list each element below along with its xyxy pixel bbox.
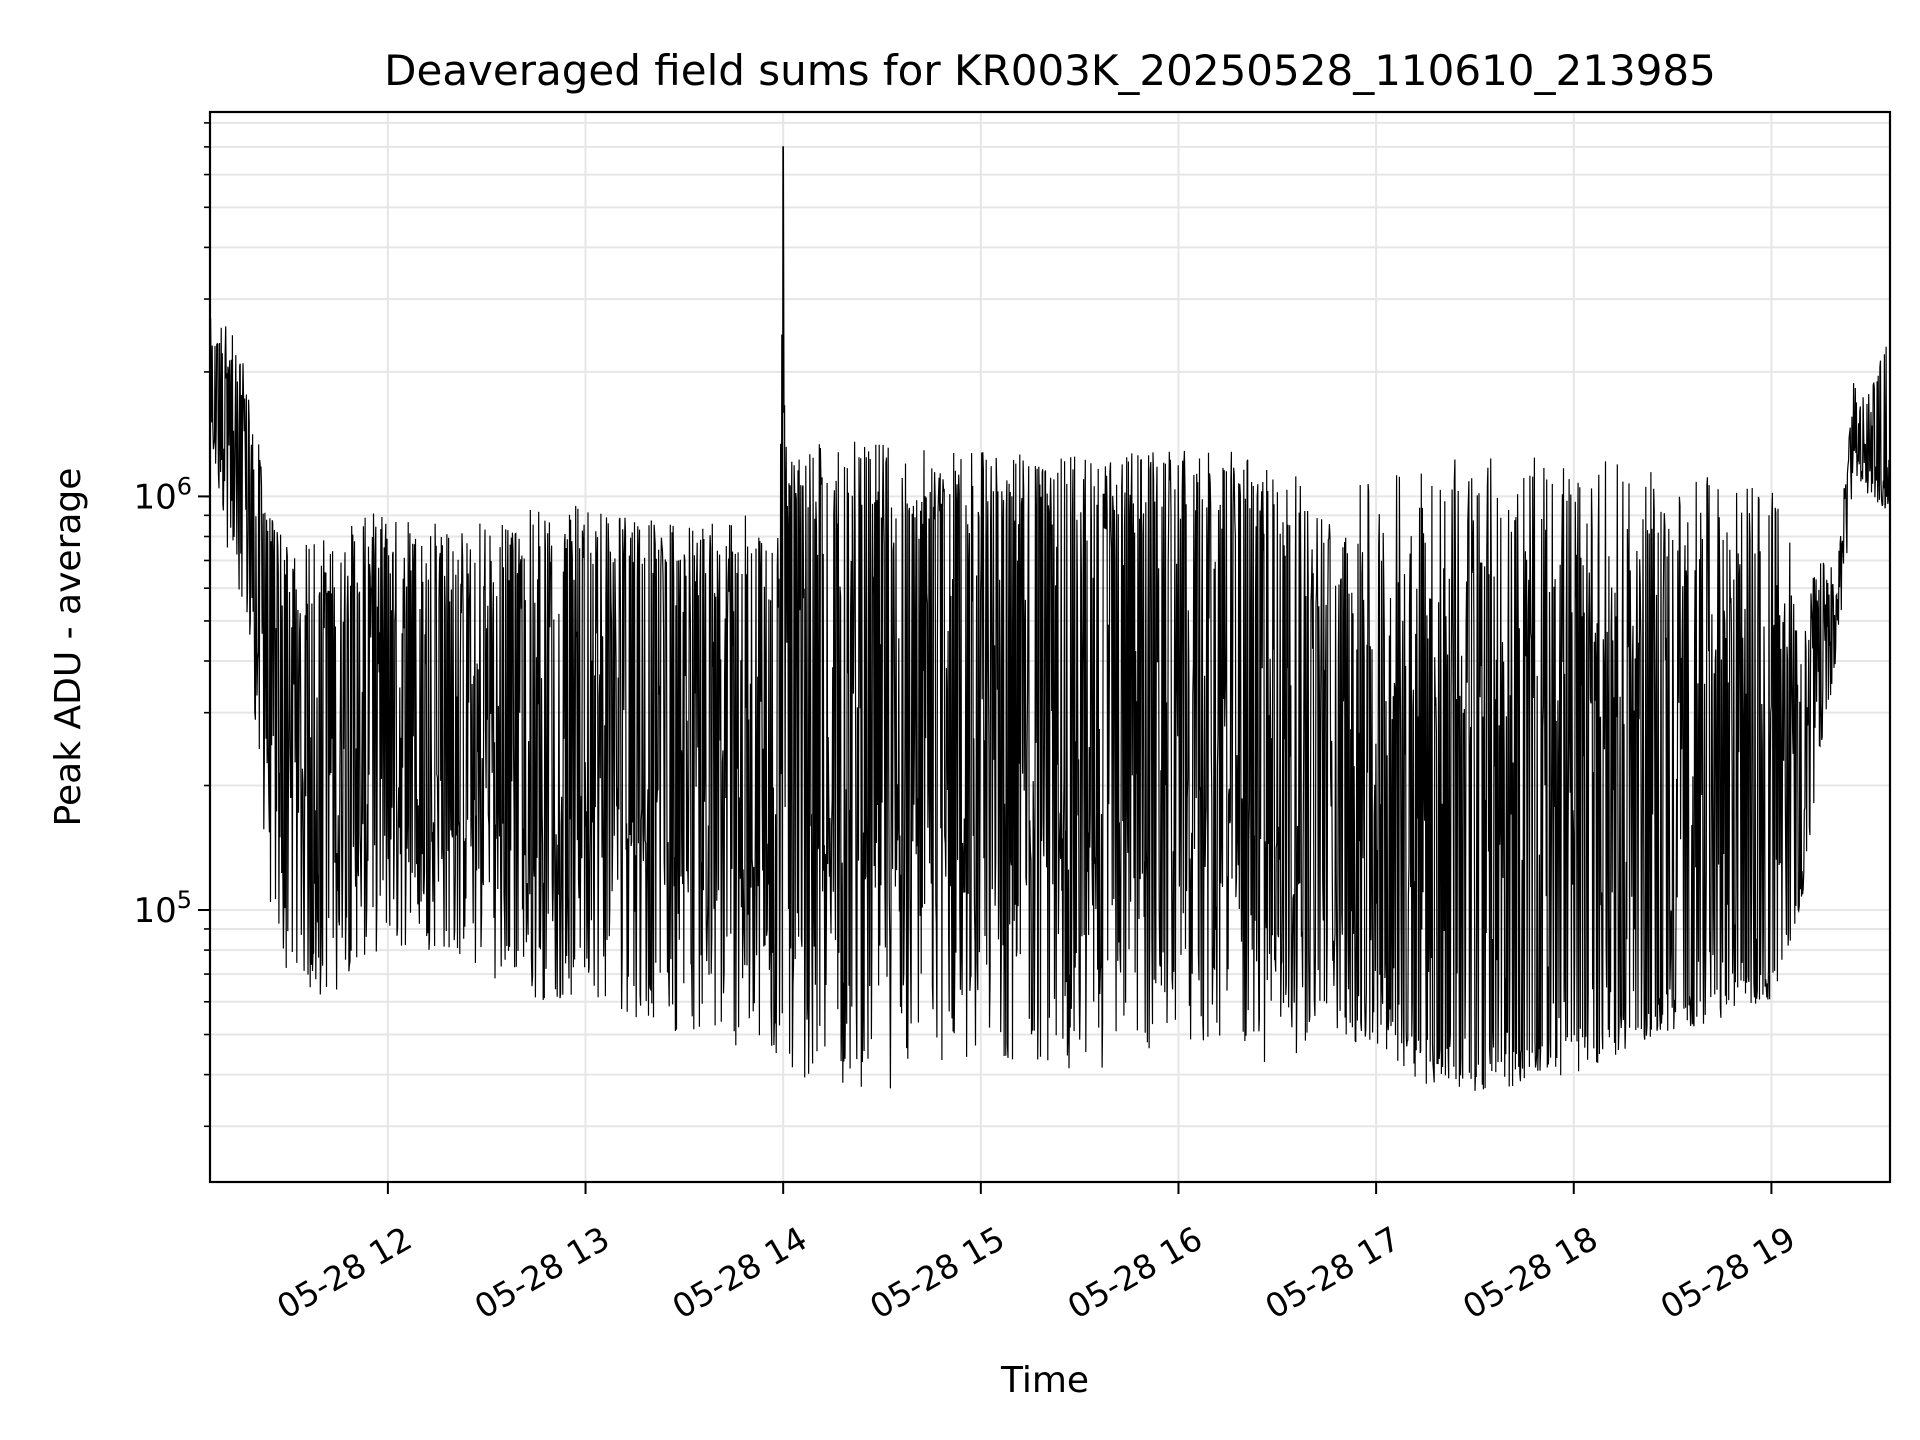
y-axis-label: Peak ADU - average [48, 468, 89, 827]
plot-frame [208, 110, 1892, 1184]
y-tick-label-exponent: 5 [177, 886, 192, 914]
y-tick-label: 106 [133, 472, 192, 517]
y-tick-label-exponent: 6 [177, 472, 192, 500]
series-line [209, 146, 1891, 1091]
chart-title: Deaveraged field sums for KR003K_2025052… [384, 46, 1716, 95]
y-tick-label: 105 [133, 886, 192, 931]
x-axis-label: Time [1000, 1360, 1089, 1401]
data-layer [209, 146, 1891, 1091]
y-tick-label-base: 10 [133, 477, 176, 517]
y-tick-label-base: 10 [133, 891, 176, 931]
